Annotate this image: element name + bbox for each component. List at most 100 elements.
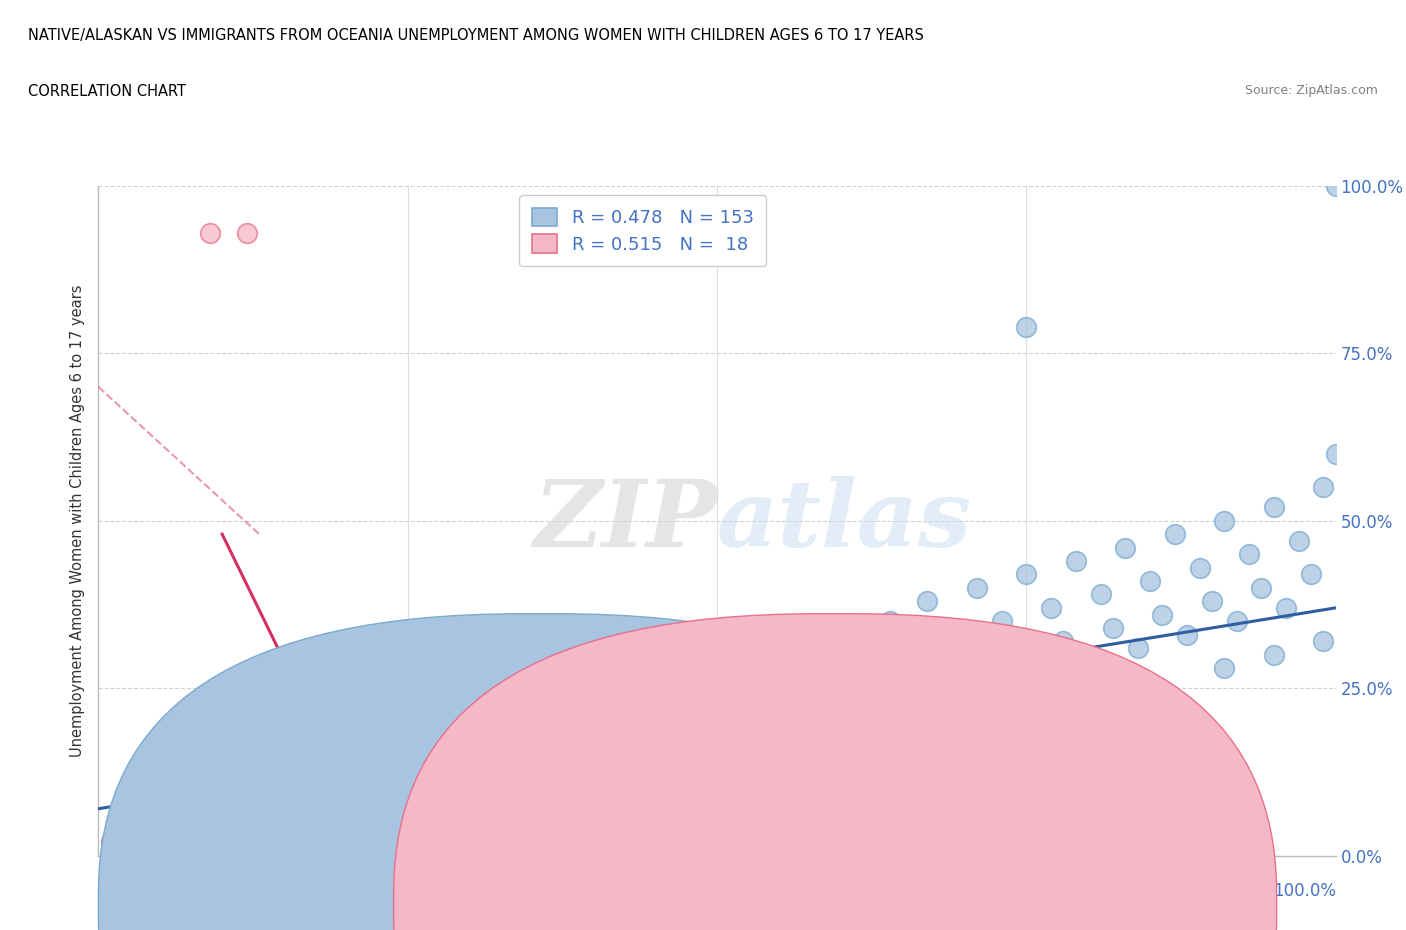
Point [1237,547,1260,562]
Point [1312,480,1334,495]
Point [879,614,901,629]
Point [260,808,283,823]
Point [520,741,543,756]
Point [495,701,517,716]
Point [124,842,146,857]
Point [1288,534,1310,549]
Point [941,627,963,642]
Point [247,761,270,776]
Point [780,721,803,736]
Point [582,681,605,696]
Point [224,754,246,769]
Point [236,788,259,803]
Point [198,828,221,843]
Point [347,794,370,809]
Point [360,735,382,750]
Point [669,694,692,709]
Point [484,735,506,750]
Point [533,761,555,776]
Point [136,815,159,830]
Point [112,808,135,823]
Point [1139,574,1161,589]
Point [273,788,295,803]
Point [644,701,666,716]
Point [742,735,765,750]
Point [718,721,741,736]
Point [174,788,197,803]
Point [1299,567,1322,582]
Point [1040,601,1063,616]
Point [285,768,308,783]
Point [273,727,295,742]
Point [112,828,135,843]
Point [718,660,741,675]
Point [409,794,432,809]
Point [631,660,654,675]
Point [755,708,778,723]
Text: NATIVE/ALASKAN VS IMMIGRANTS FROM OCEANIA UNEMPLOYMENT AMONG WOMEN WITH CHILDREN: NATIVE/ALASKAN VS IMMIGRANTS FROM OCEANI… [28,28,924,43]
Text: ZIP: ZIP [533,476,717,565]
Point [347,748,370,763]
Point [681,714,703,729]
Point [396,714,419,729]
Point [508,721,530,736]
Point [136,828,159,843]
Point [136,835,159,850]
Point [396,768,419,783]
Point [298,802,321,817]
Point [273,828,295,843]
Point [162,828,184,843]
Point [1312,634,1334,649]
Point [595,768,617,783]
Point [693,741,716,756]
Point [595,701,617,716]
Point [198,794,221,809]
Point [891,701,914,716]
Point [198,821,221,836]
Point [236,225,259,240]
Point [100,835,122,850]
Point [285,815,308,830]
Point [681,647,703,662]
Point [100,835,122,850]
Point [124,808,146,823]
Point [904,660,927,675]
Point [446,781,468,796]
Point [458,741,481,756]
Point [1077,654,1099,669]
Point [224,828,246,843]
Point [335,808,357,823]
Point [174,835,197,850]
Point [446,727,468,742]
Point [433,802,456,817]
Point [211,808,233,823]
Point [1152,607,1174,622]
Point [793,660,815,675]
Point [1052,634,1074,649]
Point [830,668,852,683]
Point [335,768,357,783]
Point [335,721,357,736]
Point [842,708,865,723]
Point [1175,627,1198,642]
Point [631,721,654,736]
Point [557,694,579,709]
Point [582,741,605,756]
Point [817,627,839,642]
Point [1226,614,1249,629]
Point [569,714,592,729]
Point [731,701,754,716]
Point [1028,668,1050,683]
Point [149,808,172,823]
Text: Source: ZipAtlas.com: Source: ZipAtlas.com [1244,84,1378,97]
Point [360,781,382,796]
Text: Natives/Alaskans: Natives/Alaskans [567,897,709,915]
Point [236,748,259,763]
Point [149,835,172,850]
Point [409,741,432,756]
Point [247,794,270,809]
Point [1002,647,1025,662]
Point [322,748,344,763]
Point [186,802,208,817]
Point [273,788,295,803]
